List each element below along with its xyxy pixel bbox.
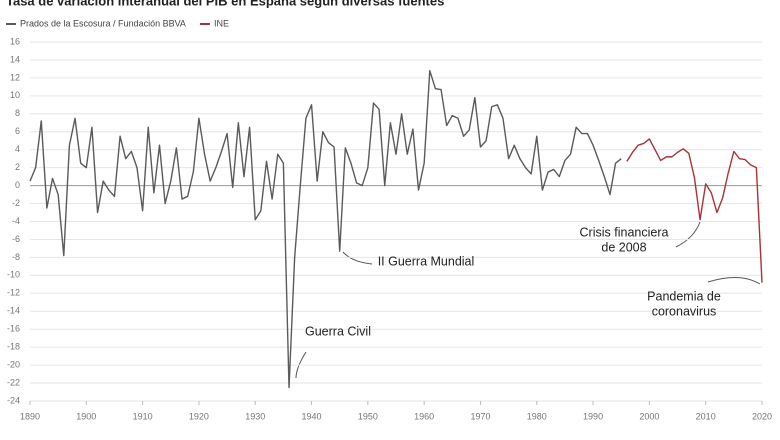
annotation: de 2008 [601, 240, 646, 254]
annotation: Pandemia de [647, 289, 721, 303]
y-tick-label: -14 [7, 306, 20, 316]
x-tick-label: 1990 [583, 411, 603, 421]
annotation-arrow [342, 251, 373, 265]
y-tick-label: -16 [7, 324, 20, 334]
data-line [29, 70, 622, 389]
y-tick-label: -20 [7, 359, 20, 369]
y-tick-label: -4 [12, 216, 20, 226]
x-tick-label: 1910 [133, 411, 153, 421]
y-tick-label: 4 [15, 144, 20, 154]
x-tick-label: 1970 [470, 411, 490, 421]
y-tick-label: 2 [15, 162, 20, 172]
y-tick-label: -10 [7, 270, 20, 280]
x-tick-label: 1950 [358, 411, 378, 421]
y-tick-label: 0 [15, 180, 20, 190]
y-tick-label: -8 [12, 252, 20, 262]
data-line [626, 138, 763, 283]
x-tick-label: 1930 [245, 411, 265, 421]
x-tick-label: 1980 [527, 411, 547, 421]
annotation: Guerra Civil [305, 324, 371, 338]
x-tick-label: 2010 [696, 411, 716, 421]
annotation: coronavirus [652, 304, 717, 318]
x-tick-label: 2000 [639, 411, 659, 421]
legend-label: INE [214, 18, 229, 28]
x-tick-label: 1940 [302, 411, 322, 421]
x-tick-label: 1960 [414, 411, 434, 421]
y-tick-label: -22 [7, 377, 20, 387]
annotation-arrow [295, 351, 307, 379]
y-tick-label: 10 [10, 90, 20, 100]
y-tick-label: -2 [12, 198, 20, 208]
y-tick-label: 14 [10, 54, 20, 64]
y-tick-label: -18 [7, 342, 20, 352]
y-tick-label: 16 [10, 36, 20, 46]
annotation: Crisis financiera [580, 225, 669, 239]
y-tick-label: -24 [7, 395, 20, 405]
x-tick-label: 1920 [189, 411, 209, 421]
annotation: II Guerra Mundial [378, 254, 475, 268]
y-tick-label: 8 [15, 108, 20, 118]
x-tick-label: 1900 [76, 411, 96, 421]
y-tick-label: 12 [10, 72, 20, 82]
annotation-arrow [707, 277, 761, 285]
y-tick-label: -6 [12, 234, 20, 244]
y-tick-label: 6 [15, 126, 20, 136]
y-tick-label: -12 [7, 288, 20, 298]
x-tick-label: 2020 [752, 411, 772, 421]
annotation-arrow [675, 221, 701, 248]
chart-title: Tasa de variación interanual del PIB en … [6, 0, 444, 8]
x-tick-label: 1890 [20, 411, 40, 421]
legend-label: Prados de la Escosura / Fundación BBVA [20, 18, 186, 28]
